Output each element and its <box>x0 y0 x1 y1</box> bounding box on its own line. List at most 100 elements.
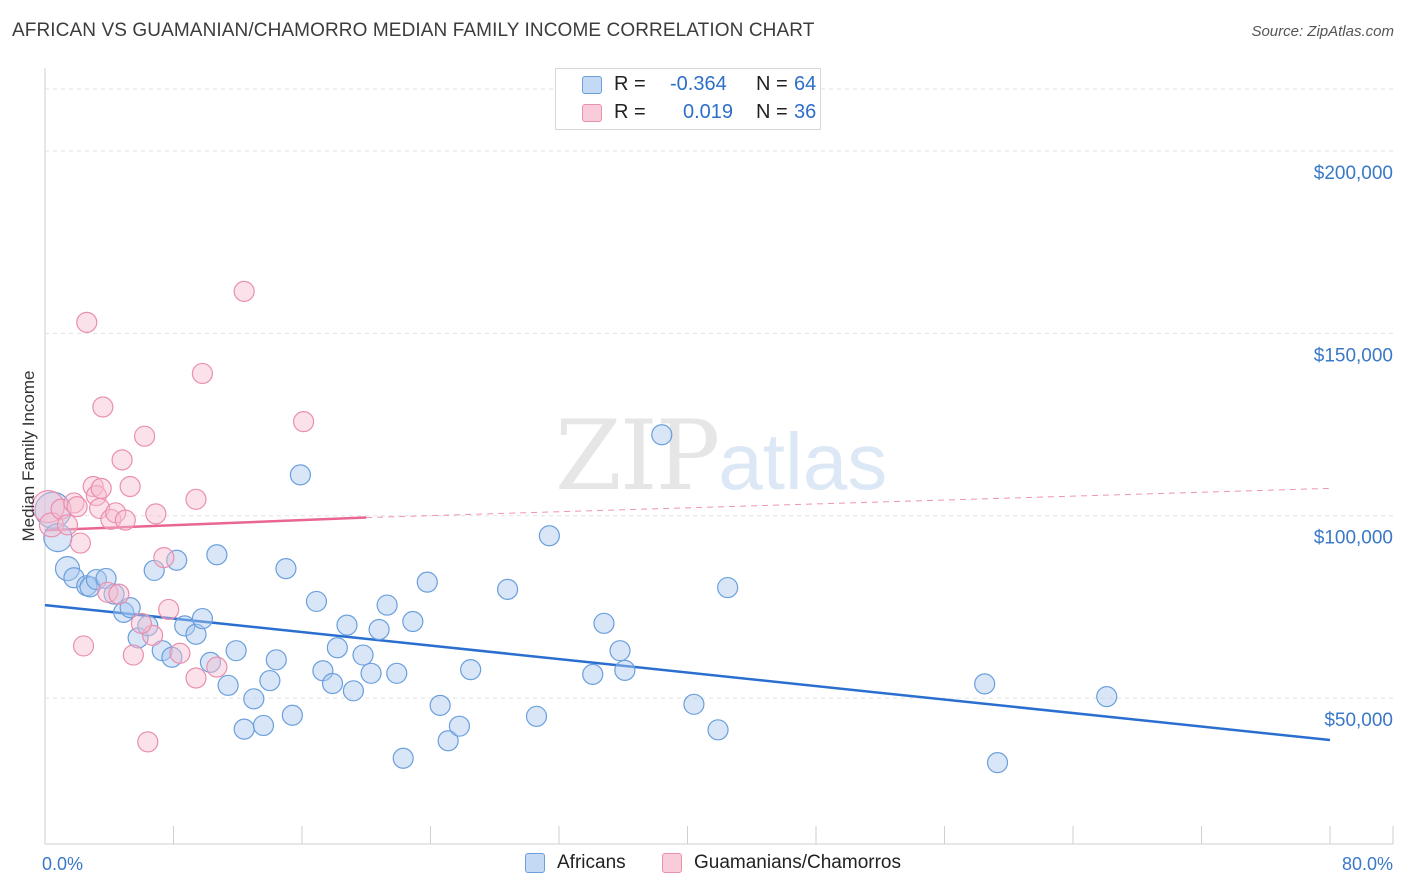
guamanians-point <box>114 509 136 531</box>
africans-trend-line <box>44 603 1331 742</box>
africans-point <box>206 544 228 566</box>
y-axis-label: Median Family Income <box>19 370 38 541</box>
guamanians-swatch <box>582 104 602 122</box>
africans-point <box>497 578 519 600</box>
africans-point <box>305 590 328 613</box>
guamanians-point <box>169 642 191 664</box>
africans-point <box>386 662 408 684</box>
africans-point <box>265 649 287 671</box>
africans-point <box>392 747 414 769</box>
africans-point <box>974 673 996 695</box>
africans-point <box>166 549 188 571</box>
guamanians-point <box>92 396 114 418</box>
africans-point <box>217 674 239 696</box>
africans-point <box>614 659 636 681</box>
trend-lines <box>44 487 1331 742</box>
africans-legend-label: Africans <box>557 852 626 873</box>
africans-point <box>275 558 297 580</box>
guamanians-point <box>50 498 72 520</box>
correlation-legend: R = -0.364 N = 64 R = 0.019 N = 36 <box>555 68 821 130</box>
guamanians-trend-line <box>44 516 367 532</box>
africans-point <box>352 644 374 666</box>
africans-point <box>416 571 438 593</box>
guamanians-point <box>185 488 207 510</box>
africans-point <box>448 715 471 737</box>
guamanians-point <box>66 495 88 518</box>
source-credit: Source: ZipAtlas.com <box>1251 23 1394 40</box>
africans-point <box>252 714 275 737</box>
guamanians-point <box>72 635 95 657</box>
guamanians-point <box>233 280 255 302</box>
guamanians-point <box>122 644 144 666</box>
legend-r-label: R = <box>614 73 646 95</box>
watermark-atlas: atlas <box>718 417 888 506</box>
guamanians-point <box>137 731 159 753</box>
axes <box>44 68 1394 845</box>
africans-point <box>281 704 303 726</box>
guamanians-point <box>158 598 180 621</box>
africans-point <box>609 640 631 662</box>
guamanians-point <box>90 477 112 499</box>
guamanians-point <box>130 612 152 634</box>
africans-point <box>986 752 1009 774</box>
africans-point <box>707 719 729 741</box>
y-tick-label: $50,000 <box>1324 710 1393 731</box>
guamanians-point <box>56 514 79 536</box>
africans-point <box>368 618 390 641</box>
africans-point <box>376 594 398 616</box>
legend-n-label: N = <box>756 73 788 95</box>
africans-point <box>460 659 482 681</box>
africans-point <box>717 576 739 599</box>
guamanians-point <box>191 362 214 385</box>
africans-swatch <box>582 76 602 94</box>
africans-point <box>651 424 673 446</box>
y-tick-label: $200,000 <box>1314 163 1393 184</box>
legend-n-value: 64 <box>794 73 817 95</box>
africans-legend-swatch <box>525 853 545 873</box>
data-points <box>31 280 1118 774</box>
y-tick-label: $150,000 <box>1314 345 1393 366</box>
africans-point <box>63 567 85 589</box>
watermark: ZIPatlas <box>555 400 887 512</box>
guamanians-point <box>293 411 315 433</box>
chart-title: AFRICAN VS GUAMANIAN/CHAMORRO MEDIAN FAM… <box>12 20 815 41</box>
guamanians-point <box>133 425 156 447</box>
guamanians-point <box>69 532 91 554</box>
x-tick-label-max: 80.0% <box>1342 854 1393 874</box>
guamanians-point <box>111 449 133 471</box>
legend-r-label: R = <box>614 101 646 123</box>
africans-point <box>525 705 548 727</box>
africans-point <box>243 688 265 710</box>
africans-point <box>437 730 459 752</box>
africans-point <box>191 607 214 630</box>
africans-point <box>360 662 382 684</box>
legend-r-value: -0.364 <box>670 73 727 95</box>
africans-point <box>593 612 615 634</box>
africans-point <box>342 680 364 702</box>
africans-point <box>326 637 348 659</box>
guamanians-legend-label: Guamanians/Chamorros <box>694 852 901 873</box>
africans-point <box>225 640 247 662</box>
grid <box>45 88 1393 699</box>
africans-point <box>54 556 81 582</box>
guamanians-point <box>63 492 85 514</box>
guamanians-point <box>119 475 141 498</box>
guamanians-legend-swatch <box>662 853 682 873</box>
legend-n-label: N = <box>756 101 788 123</box>
africans-point <box>336 614 358 636</box>
africans-point <box>289 464 311 486</box>
guamanians-point <box>185 667 207 689</box>
africans-point <box>402 610 424 633</box>
legend-r-value: 0.019 <box>683 101 734 123</box>
watermark-zip: ZIP <box>555 400 720 512</box>
guamanians-trend-extension <box>366 487 1331 519</box>
africans-point <box>185 623 207 645</box>
guamanians-point <box>97 581 119 603</box>
africans-point <box>538 525 560 547</box>
x-tick-label-min: 0.0% <box>42 854 83 874</box>
guamanians-point <box>108 583 130 605</box>
guamanians-point <box>76 311 98 333</box>
legend-n-value: 36 <box>794 101 817 123</box>
guamanians-point <box>206 656 228 678</box>
